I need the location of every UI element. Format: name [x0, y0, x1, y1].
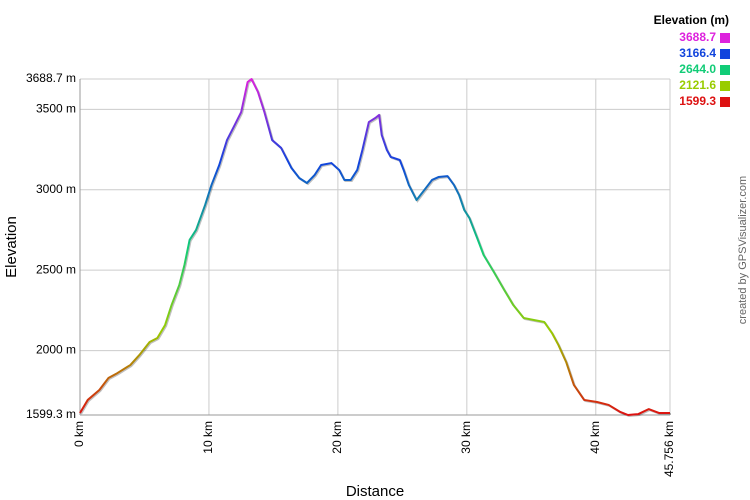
- x-tick-label: 10 km: [201, 421, 215, 454]
- legend-swatch: [720, 49, 730, 59]
- legend-swatch: [720, 33, 730, 43]
- legend-swatch: [720, 81, 730, 91]
- y-axis-title: Elevation: [3, 216, 20, 278]
- legend-label: 3688.7: [679, 30, 716, 44]
- y-tick-label: 2500 m: [36, 262, 76, 276]
- legend-swatch: [720, 97, 730, 107]
- legend-label: 1599.3: [679, 94, 716, 108]
- y-tick-label: 3000 m: [36, 182, 76, 196]
- elevation-line: [79, 78, 670, 416]
- x-tick-label: 40 km: [588, 421, 602, 454]
- legend-label: 2644.0: [679, 62, 716, 76]
- x-tick-label: 30 km: [459, 421, 473, 454]
- y-tick-label: 3500 m: [36, 102, 76, 116]
- legend-swatch: [720, 65, 730, 75]
- legend-title: Elevation (m): [654, 13, 729, 27]
- y-tick-label: 1599.3 m: [26, 407, 76, 421]
- y-tick-label: 2000 m: [36, 343, 76, 357]
- credit: created by GPSVisualizer.com: [737, 176, 749, 324]
- x-tick-label: 0 km: [72, 421, 86, 447]
- legend-label: 2121.6: [679, 78, 716, 92]
- x-tick-label: 20 km: [330, 421, 344, 454]
- x-tick-label: 45.756 km: [662, 421, 676, 477]
- x-axis-title: Distance: [346, 483, 404, 500]
- y-tick-label: 3688.7 m: [26, 71, 76, 85]
- legend-label: 3166.4: [679, 46, 716, 60]
- elevation-shadow: [80, 78, 671, 418]
